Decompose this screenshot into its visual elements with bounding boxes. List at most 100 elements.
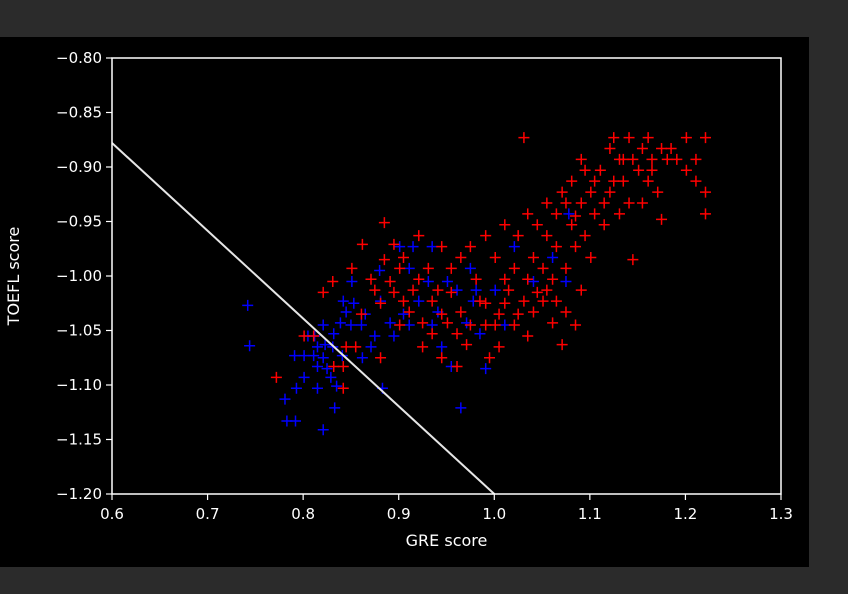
scatter-point bbox=[441, 275, 453, 287]
scatter-point bbox=[470, 273, 482, 285]
scatter-point bbox=[346, 262, 358, 274]
scatter-point bbox=[378, 217, 390, 229]
scatter-point bbox=[499, 297, 511, 309]
scatter-point bbox=[642, 175, 654, 187]
y-tick-label: −1.00 bbox=[56, 267, 102, 285]
scatter-point bbox=[493, 341, 505, 353]
scatter-point bbox=[413, 230, 425, 242]
scatter-point bbox=[604, 142, 616, 154]
scatter-point bbox=[570, 241, 582, 253]
scatter-point bbox=[298, 330, 310, 342]
scatter-point bbox=[480, 319, 492, 331]
scatter-point bbox=[461, 339, 473, 351]
x-tick-label: 0.7 bbox=[196, 505, 220, 523]
scatter-point bbox=[464, 262, 476, 274]
scatter-point bbox=[652, 186, 664, 198]
scatter-point bbox=[470, 284, 482, 296]
scatter-point bbox=[508, 319, 520, 331]
scatter-point bbox=[579, 230, 591, 242]
scatter-point bbox=[541, 197, 553, 209]
scatter-point bbox=[308, 330, 320, 342]
scatter-point bbox=[311, 360, 323, 372]
scatter-point bbox=[484, 352, 496, 364]
x-tick-label: 1.0 bbox=[482, 505, 506, 523]
scatter-point bbox=[397, 295, 409, 307]
scatter-point bbox=[355, 308, 367, 320]
y-axis-label: TOEFL score bbox=[4, 227, 23, 327]
scatter-point bbox=[317, 286, 329, 298]
scatter-point bbox=[345, 319, 357, 331]
x-tick-label: 0.8 bbox=[291, 505, 315, 523]
scatter-point bbox=[328, 328, 340, 340]
scatter-point bbox=[508, 241, 520, 253]
scatter-point bbox=[445, 262, 457, 274]
scatter-point bbox=[319, 339, 331, 351]
scatter-point bbox=[422, 275, 434, 287]
scatter-point bbox=[384, 275, 396, 287]
scatter-point bbox=[579, 164, 591, 176]
scatter-point bbox=[537, 262, 549, 274]
y-tick-label: −1.15 bbox=[56, 431, 102, 449]
y-tick-label: −0.85 bbox=[56, 104, 102, 122]
y-tick-label: −1.10 bbox=[56, 376, 102, 394]
scatter-point bbox=[550, 208, 562, 220]
scatter-point bbox=[560, 197, 572, 209]
scatter-point bbox=[329, 402, 341, 414]
scatter-point bbox=[417, 341, 429, 353]
scatter-point bbox=[432, 284, 444, 296]
scatter-point bbox=[566, 175, 578, 187]
scatter-point bbox=[474, 328, 486, 340]
scatter-point bbox=[575, 284, 587, 296]
scatter-point bbox=[594, 164, 606, 176]
scatter-point bbox=[512, 308, 524, 320]
scatter-point bbox=[445, 286, 457, 298]
scatter-point bbox=[279, 393, 291, 405]
scatter-point bbox=[378, 254, 390, 266]
scatter-point bbox=[348, 297, 360, 309]
scatter-point bbox=[397, 251, 409, 263]
scatter-point bbox=[575, 197, 587, 209]
scatter-point bbox=[308, 350, 320, 362]
scatter-point bbox=[403, 306, 415, 318]
scatter-point bbox=[464, 241, 476, 253]
scatter-point bbox=[560, 275, 572, 287]
scatter-point bbox=[365, 273, 377, 285]
scatter-point bbox=[680, 164, 692, 176]
scatter-point bbox=[598, 219, 610, 231]
scatter-point bbox=[503, 284, 515, 296]
scatter-point bbox=[604, 186, 616, 198]
scatter-point bbox=[598, 197, 610, 209]
scatter-point bbox=[350, 341, 362, 353]
scatter-point bbox=[317, 319, 329, 331]
scatter-point bbox=[340, 341, 352, 353]
x-tick-label: 1.3 bbox=[769, 505, 793, 523]
scatter-point bbox=[690, 153, 702, 165]
x-tick-label: 1.2 bbox=[673, 505, 697, 523]
markers-layer bbox=[242, 132, 711, 436]
scatter-point bbox=[547, 273, 559, 285]
scatter-point bbox=[436, 308, 448, 320]
scatter-point bbox=[646, 153, 658, 165]
scatter-point bbox=[480, 297, 492, 309]
scatter-point bbox=[499, 319, 511, 331]
scatter-point bbox=[642, 132, 654, 144]
scatter-point bbox=[417, 317, 429, 329]
scatter-point bbox=[369, 330, 381, 342]
scatter-point bbox=[518, 295, 530, 307]
scatter-point bbox=[270, 371, 282, 383]
scatter-point bbox=[489, 251, 501, 263]
scatter-point bbox=[298, 371, 310, 383]
scatter-point bbox=[623, 197, 635, 209]
scatter-point bbox=[290, 382, 302, 394]
scatter-point bbox=[627, 153, 639, 165]
scatter-point bbox=[436, 341, 448, 353]
scatter-point bbox=[493, 308, 505, 320]
scatter-point bbox=[403, 262, 415, 274]
scatter-point bbox=[550, 295, 562, 307]
scatter-point bbox=[413, 273, 425, 285]
scatter-point bbox=[518, 132, 530, 144]
scatter-point bbox=[337, 382, 349, 394]
scatter-point bbox=[374, 265, 386, 277]
scatter-point bbox=[403, 319, 415, 331]
scatter-point bbox=[531, 219, 543, 231]
